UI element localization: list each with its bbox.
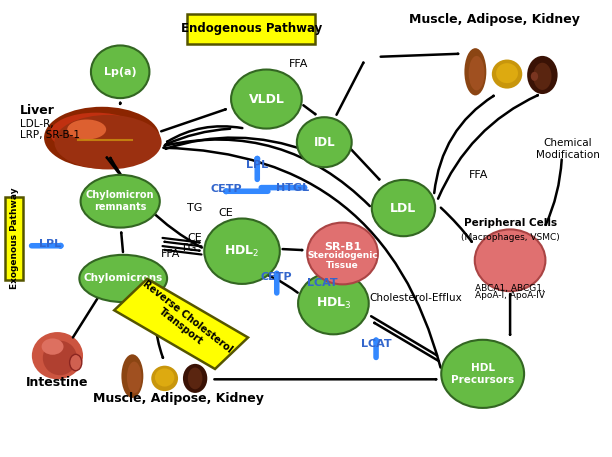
Ellipse shape [487,255,498,266]
FancyBboxPatch shape [5,197,23,280]
Text: LPL: LPL [246,160,268,170]
Ellipse shape [188,367,203,389]
Ellipse shape [523,255,534,266]
Ellipse shape [469,56,485,90]
Text: (Macrophages, VSMC): (Macrophages, VSMC) [461,233,559,242]
Ellipse shape [43,340,77,375]
Text: Muscle, Adipose, Kidney: Muscle, Adipose, Kidney [409,13,580,26]
Ellipse shape [307,223,378,284]
Ellipse shape [349,244,360,254]
Text: CE: CE [188,234,203,244]
Ellipse shape [155,368,174,387]
Ellipse shape [533,63,551,90]
Text: Endogenous Pathway: Endogenous Pathway [181,22,322,35]
Ellipse shape [151,366,178,391]
FancyBboxPatch shape [114,279,248,369]
Text: Lp(a): Lp(a) [104,67,136,77]
Text: CE: CE [218,207,233,218]
Text: CETP: CETP [211,184,242,193]
Ellipse shape [505,269,515,279]
Ellipse shape [493,246,504,256]
Text: TG: TG [181,243,196,253]
Text: HTGL: HTGL [276,183,309,192]
Ellipse shape [343,258,354,267]
Text: Steroidogenic
Tissue: Steroidogenic Tissue [307,250,378,270]
Ellipse shape [372,180,435,236]
Text: HDL$_3$: HDL$_3$ [316,296,351,311]
Ellipse shape [337,235,348,245]
Ellipse shape [523,246,534,256]
Ellipse shape [297,117,352,167]
Text: LRP, SR-B-1: LRP, SR-B-1 [20,130,80,140]
Ellipse shape [127,361,141,393]
Ellipse shape [44,107,160,169]
Ellipse shape [50,113,141,154]
Text: CETP: CETP [261,272,293,282]
Ellipse shape [510,242,521,252]
Text: Chylomicrons: Chylomicrons [84,273,163,283]
Ellipse shape [331,253,342,263]
Text: LCAT: LCAT [360,340,391,349]
Ellipse shape [349,262,360,272]
Ellipse shape [81,175,160,228]
Text: FFA: FFA [161,249,181,259]
Text: ApoA-I, ApoA-IV: ApoA-I, ApoA-IV [475,291,545,300]
Ellipse shape [42,339,64,355]
Text: Reverse Cholesterol
Transport: Reverse Cholesterol Transport [134,279,234,364]
Text: Peripheral Cells: Peripheral Cells [463,218,557,228]
Ellipse shape [475,229,545,291]
Ellipse shape [517,265,528,274]
Text: Muscle, Adipose, Kidney: Muscle, Adipose, Kidney [92,392,264,405]
Ellipse shape [356,253,367,263]
Ellipse shape [527,56,558,94]
Ellipse shape [70,354,82,371]
Ellipse shape [325,239,336,250]
Ellipse shape [54,115,162,170]
Ellipse shape [493,265,504,274]
Ellipse shape [80,255,167,302]
Text: Exogenous Pathway: Exogenous Pathway [10,188,19,289]
Text: HDL
Precursors: HDL Precursors [451,363,514,385]
Ellipse shape [441,340,524,408]
Text: ABCA1, ABCG1,: ABCA1, ABCG1, [475,284,545,293]
Text: TG: TG [187,203,203,213]
Ellipse shape [298,272,369,335]
Text: SR-B1: SR-B1 [324,242,361,252]
Ellipse shape [492,59,522,89]
Ellipse shape [531,72,538,81]
Text: VLDL: VLDL [248,93,285,106]
Ellipse shape [499,265,509,274]
Ellipse shape [204,218,280,284]
Text: FFA: FFA [469,170,488,180]
Text: Chylomicron
remnants: Chylomicron remnants [86,191,154,212]
Text: Intestine: Intestine [26,376,89,388]
Text: LCAT: LCAT [307,278,338,288]
Ellipse shape [319,253,330,263]
Ellipse shape [67,119,106,139]
Ellipse shape [496,63,518,83]
Ellipse shape [183,364,207,393]
Text: LDL-R,: LDL-R, [20,119,53,129]
Ellipse shape [121,354,143,398]
Text: LPL: LPL [39,239,61,250]
Ellipse shape [231,69,302,128]
Ellipse shape [465,48,487,96]
Text: Liver: Liver [20,104,54,117]
FancyBboxPatch shape [187,14,315,43]
Text: FFA: FFA [289,59,308,69]
Ellipse shape [32,332,83,379]
Ellipse shape [325,249,336,259]
Text: LDL: LDL [390,202,417,214]
Ellipse shape [91,45,149,98]
Text: Chemical
Modification: Chemical Modification [536,138,600,160]
Text: HDL$_2$: HDL$_2$ [224,244,260,259]
Text: Cholesterol-Efflux: Cholesterol-Efflux [369,292,462,303]
Text: IDL: IDL [313,136,335,149]
